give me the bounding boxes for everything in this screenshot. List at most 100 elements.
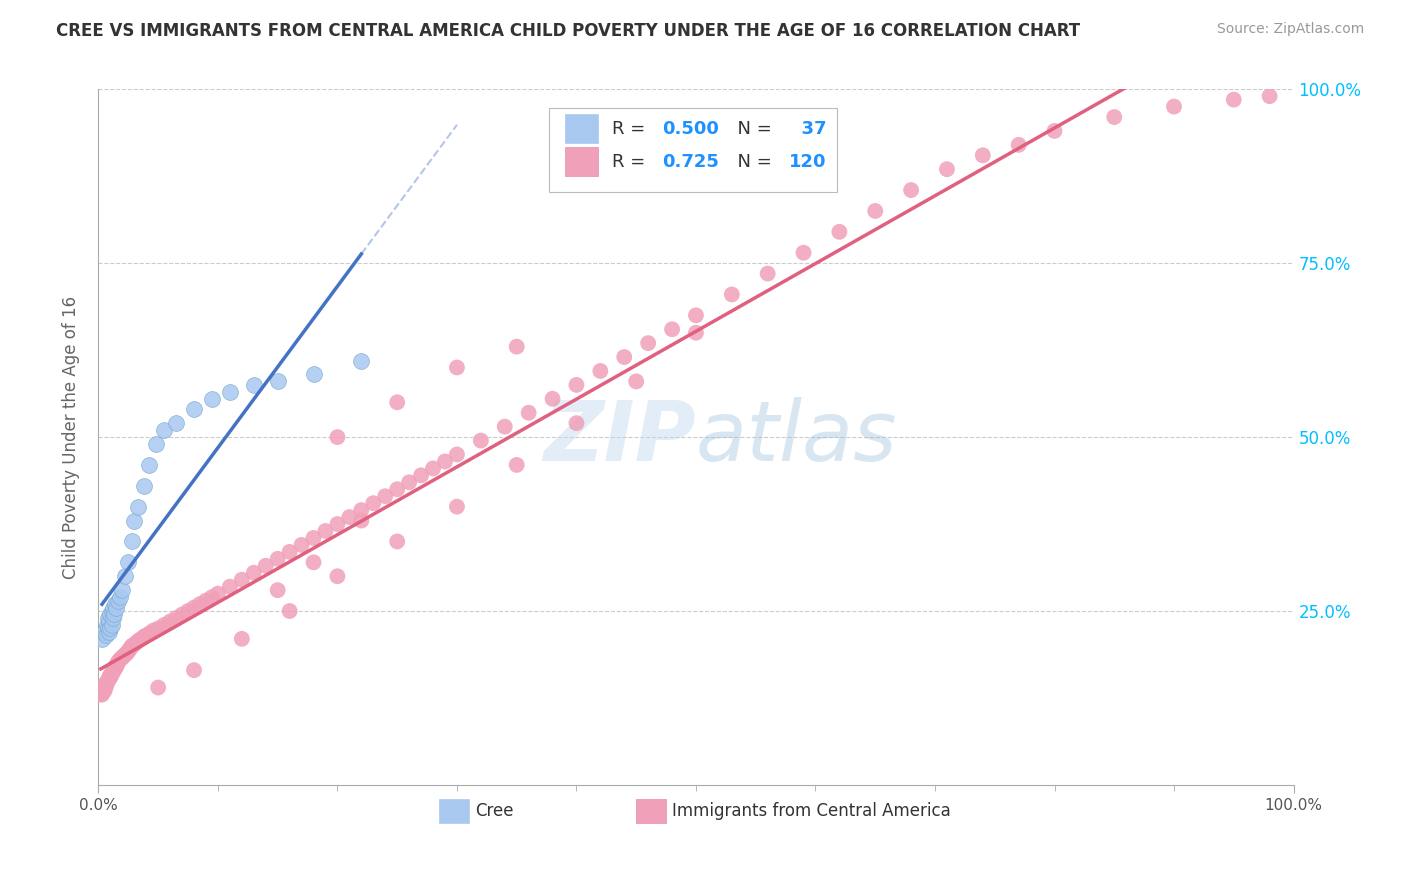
Point (326, 516, 349, 531)
Point (98, 615, 121, 629)
Point (411, 468, 433, 483)
Bar (637, 799, 666, 823)
Point (565, 378, 588, 392)
Point (100, 604, 122, 618)
Point (339, 510, 361, 524)
Point (517, 406, 540, 420)
Point (446, 447, 468, 462)
Point (207, 587, 229, 601)
Point (188, 597, 211, 611)
Point (470, 434, 492, 448)
Point (159, 615, 181, 629)
Text: CREE VS IMMIGRANTS FROM CENTRAL AMERICA CHILD POVERTY UNDER THE AGE OF 16 CORREL: CREE VS IMMIGRANTS FROM CENTRAL AMERICA … (56, 22, 1080, 40)
Point (1008, 137, 1031, 152)
Point (93, 681, 115, 695)
Point (494, 419, 516, 434)
Point (101, 600, 124, 615)
Point (172, 607, 194, 622)
Point (350, 503, 373, 517)
Point (124, 637, 146, 651)
Text: Source: ZipAtlas.com: Source: ZipAtlas.com (1216, 22, 1364, 37)
Point (104, 597, 127, 611)
Point (900, 183, 922, 197)
Point (98, 621, 122, 635)
Point (153, 618, 176, 632)
Point (183, 663, 205, 677)
Point (326, 569, 349, 583)
Point (93, 624, 115, 639)
Point (302, 555, 325, 569)
Point (541, 392, 564, 406)
Point (685, 326, 707, 340)
Point (100, 666, 122, 681)
Point (103, 663, 125, 677)
Point (94, 628, 117, 642)
Point (291, 538, 314, 552)
Point (127, 500, 149, 514)
Text: R =: R = (613, 120, 651, 138)
Point (114, 569, 136, 583)
Point (132, 479, 155, 493)
Point (1163, 99, 1185, 113)
Point (302, 531, 325, 545)
Point (91, 684, 114, 698)
Point (96, 618, 118, 632)
Point (201, 590, 224, 604)
Point (183, 402, 205, 417)
Point (350, 353, 373, 368)
Point (201, 392, 224, 406)
Point (422, 461, 444, 475)
Point (446, 500, 468, 514)
Point (97, 673, 120, 688)
Point (243, 378, 266, 392)
Point (111, 583, 134, 598)
Point (1104, 110, 1126, 124)
Point (91, 688, 114, 702)
Point (637, 336, 659, 351)
Point (613, 350, 636, 364)
Point (165, 416, 187, 430)
Point (108, 653, 131, 667)
Point (434, 454, 457, 468)
Point (506, 340, 529, 354)
Point (124, 514, 146, 528)
Point (90, 688, 112, 702)
Point (101, 611, 124, 625)
Point (315, 524, 337, 538)
Point (121, 639, 143, 653)
Point (565, 416, 588, 430)
Point (96, 677, 118, 691)
Text: 120: 120 (789, 153, 827, 170)
Bar (565, 147, 598, 177)
Point (302, 368, 325, 382)
Point (97, 673, 120, 688)
Bar (439, 799, 470, 823)
Point (97, 611, 120, 625)
Bar (565, 114, 598, 144)
Point (153, 423, 176, 437)
Point (107, 657, 129, 671)
Point (219, 384, 242, 399)
Point (278, 604, 301, 618)
Text: R =: R = (613, 153, 651, 170)
Point (626, 375, 648, 389)
Point (117, 644, 139, 658)
Point (267, 375, 290, 389)
Point (105, 659, 128, 673)
Point (98, 670, 122, 684)
Point (1223, 93, 1246, 107)
Point (118, 642, 141, 657)
Point (139, 626, 162, 640)
Point (254, 558, 277, 573)
Point (350, 514, 373, 528)
Point (114, 648, 136, 662)
Text: Cree: Cree (475, 802, 513, 820)
Text: 37: 37 (789, 120, 827, 138)
Point (145, 437, 167, 451)
Text: 0.500: 0.500 (662, 120, 720, 138)
Point (148, 681, 170, 695)
Point (231, 632, 253, 646)
Point (94, 681, 117, 695)
Point (183, 600, 205, 615)
Point (142, 624, 165, 638)
